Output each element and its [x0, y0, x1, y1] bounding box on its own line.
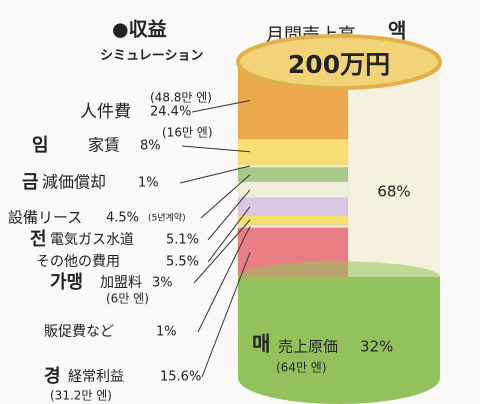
cost-note: (64만 엔) — [276, 361, 327, 375]
leader-line — [200, 174, 251, 219]
segment-prefix: 금 — [22, 172, 39, 193]
total-value: 200万円 — [288, 50, 390, 79]
cost-segment — [238, 276, 440, 378]
segment — [237, 164, 349, 168]
segment-note: (16만 엔) — [162, 126, 213, 140]
labels: 人件費 24.4%(48.8만 엔) 임 家賃 8%(16만 엔) 금 減価償却 1% 設備リー… — [8, 91, 251, 403]
cost-name: 売上原価 — [278, 338, 338, 356]
leader-line — [193, 219, 251, 284]
leader-line — [197, 226, 251, 333]
subtitle: シミュレーション — [100, 49, 203, 64]
leader-line — [179, 165, 251, 184]
segment-value: 15.6% — [160, 370, 201, 385]
segment-note: (31.2만 엔) — [50, 389, 112, 403]
segment-value: 1% — [156, 325, 177, 340]
leader-line — [201, 252, 251, 378]
cost-prefix: 매 — [252, 332, 270, 356]
segment-value: 5.5% — [166, 255, 199, 270]
segment-prefix: 임 — [32, 135, 49, 156]
segment-name: 減価償却 — [42, 173, 106, 192]
total-label-suffix: 액 — [388, 19, 406, 43]
segment-value: 24.4% — [150, 105, 191, 120]
segment-name: その他の費用 — [36, 254, 120, 270]
segment — [237, 215, 349, 225]
segment-prefix: 가맹 — [50, 272, 83, 293]
segment-note: (48.8만 엔) — [150, 91, 212, 105]
leader-line — [207, 206, 251, 263]
segment-name: 加盟料 — [100, 275, 142, 291]
rest-label: 68% — [377, 183, 410, 201]
segment — [237, 167, 349, 183]
segment-note: (5년계약) — [148, 212, 186, 224]
segment-value: 4.5% — [106, 211, 139, 226]
segment-name: 家賃 — [88, 136, 120, 155]
cost-top-edge — [238, 261, 440, 293]
segment — [237, 197, 349, 216]
segment-name: 人件費 — [80, 102, 131, 122]
segment-prefix: 전 — [30, 229, 47, 250]
cylinder-top — [236, 34, 442, 90]
segment-name: 設備リース — [8, 209, 82, 227]
segment — [237, 224, 349, 229]
title: ●収益 — [112, 18, 167, 41]
leader-line — [207, 189, 251, 241]
segment-value: 3% — [152, 276, 173, 291]
segment-value: 8% — [140, 139, 161, 154]
segment-value: 5.1% — [166, 233, 199, 248]
cylinder: 200万円 68% 매 売上原価 32% (64만 엔) — [236, 34, 442, 404]
segment-name: 電気ガス水道 — [50, 232, 134, 248]
segment-name: 経常利益 — [68, 369, 124, 385]
segment — [237, 181, 349, 199]
segment-value: 1% — [138, 176, 159, 191]
segment-note: (6만 엔) — [106, 292, 149, 306]
segment-name: 販促費など — [44, 324, 114, 340]
leader-line — [181, 145, 251, 153]
segment — [237, 138, 349, 165]
segment-prefix: 경 — [44, 366, 61, 387]
leader-line — [191, 100, 251, 113]
cost-value: 32% — [360, 338, 393, 356]
